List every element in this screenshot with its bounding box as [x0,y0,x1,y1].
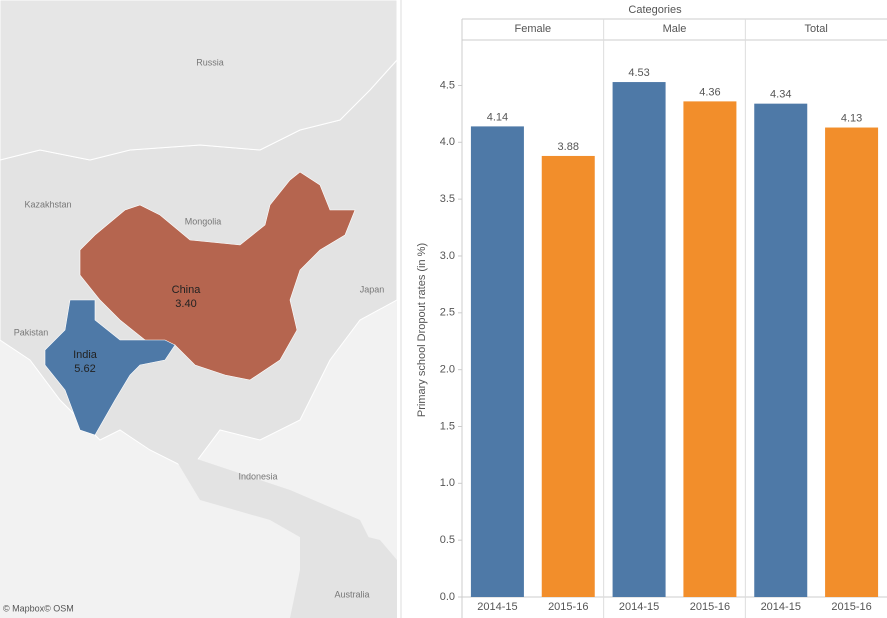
data-label: 4.36 [699,86,720,98]
x-tick-label: 2015-16 [690,601,730,613]
bar [754,103,808,598]
land [290,520,397,618]
column-header-title: Categories [628,4,682,16]
x-tick-label: 2015-16 [831,601,871,613]
data-label: 4.13 [841,112,862,124]
data-label: 3.88 [558,141,579,153]
attribution: © Mapbox© OSM [3,603,74,613]
column-header: Male [663,23,687,35]
x-tick-label: 2014-15 [477,601,517,613]
place-label: Australia [334,589,369,599]
x-tick-label: 2014-15 [761,601,801,613]
land [0,0,398,161]
x-tick-label: 2015-16 [548,601,588,613]
place-label: Japan [360,284,385,294]
y-tick-label: 0.0 [440,591,455,603]
country-value: 3.40 [175,298,196,310]
y-tick-label: 1.0 [440,477,455,489]
place-label: Mongolia [185,216,222,226]
country-region [79,171,356,381]
x-tick-label: 2014-15 [619,601,659,613]
y-tick-label: 1.5 [440,420,455,432]
y-tick-label: 2.5 [440,307,455,319]
bar [683,101,737,598]
place-label: Kazakhstan [24,199,71,209]
place-label: Pakistan [14,327,49,337]
data-label: 4.14 [487,111,508,123]
column-header: Female [514,23,551,35]
bar [470,126,524,597]
y-axis-label: Primary school Dropout rates (in %) [416,243,428,417]
y-tick-label: 3.5 [440,193,455,205]
y-tick-label: 4.5 [440,79,455,91]
bar [612,82,666,597]
y-tick-label: 3.0 [440,250,455,262]
country-label: China [172,284,202,296]
bar [541,155,595,597]
place-label: Indonesia [238,471,277,481]
column-header: Total [805,23,828,35]
place-label: Russia [196,57,224,67]
country-label: India [73,349,98,361]
bar [825,127,879,598]
y-tick-label: 0.5 [440,534,455,546]
country-region [44,299,176,436]
y-tick-label: 2.0 [440,364,455,376]
data-label: 4.34 [770,89,791,101]
y-tick-label: 4.0 [440,136,455,148]
data-label: 4.53 [628,67,649,79]
country-value: 5.62 [74,363,95,375]
